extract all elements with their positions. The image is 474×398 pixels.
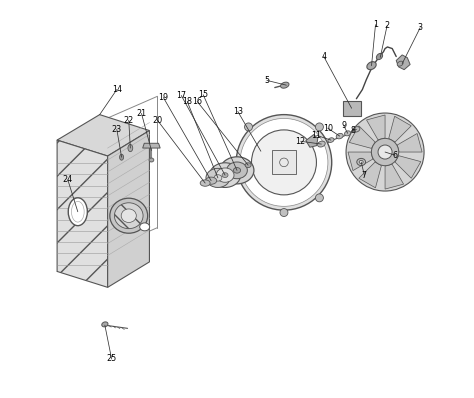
Polygon shape <box>108 131 149 287</box>
Ellipse shape <box>72 201 84 222</box>
Ellipse shape <box>216 168 234 182</box>
Ellipse shape <box>110 198 147 233</box>
Ellipse shape <box>222 173 228 178</box>
Circle shape <box>315 123 323 131</box>
Ellipse shape <box>318 141 325 147</box>
Circle shape <box>274 153 293 172</box>
Ellipse shape <box>114 203 143 228</box>
Text: 13: 13 <box>233 107 243 116</box>
Ellipse shape <box>102 322 108 327</box>
Ellipse shape <box>200 180 210 186</box>
Polygon shape <box>143 143 160 148</box>
Text: 3: 3 <box>418 23 423 32</box>
Text: 4: 4 <box>321 52 326 61</box>
Text: 10: 10 <box>323 124 333 133</box>
Text: 5: 5 <box>264 76 269 85</box>
Ellipse shape <box>119 154 124 160</box>
Ellipse shape <box>214 175 222 181</box>
Ellipse shape <box>68 198 87 226</box>
Polygon shape <box>396 55 410 70</box>
Ellipse shape <box>328 138 334 142</box>
Text: 17: 17 <box>176 91 186 100</box>
Text: 8: 8 <box>351 126 356 135</box>
Polygon shape <box>359 162 382 188</box>
Polygon shape <box>57 140 108 287</box>
Ellipse shape <box>245 163 251 168</box>
Ellipse shape <box>376 53 383 60</box>
Text: 21: 21 <box>137 109 146 118</box>
Ellipse shape <box>233 168 241 173</box>
Ellipse shape <box>359 160 363 164</box>
Ellipse shape <box>227 162 247 179</box>
Text: 9: 9 <box>341 121 346 130</box>
Polygon shape <box>57 115 149 156</box>
Circle shape <box>252 130 317 195</box>
Circle shape <box>346 113 424 191</box>
Ellipse shape <box>397 61 403 66</box>
Text: 22: 22 <box>124 116 134 125</box>
Polygon shape <box>389 116 411 142</box>
Text: 6: 6 <box>392 151 398 160</box>
Polygon shape <box>349 126 375 148</box>
Circle shape <box>372 139 399 166</box>
Text: 18: 18 <box>182 97 192 106</box>
Polygon shape <box>348 152 373 171</box>
Circle shape <box>236 115 332 210</box>
Ellipse shape <box>353 127 360 132</box>
Ellipse shape <box>345 131 351 136</box>
Circle shape <box>378 145 392 159</box>
Ellipse shape <box>128 144 133 152</box>
Circle shape <box>245 123 253 131</box>
Text: 16: 16 <box>192 97 202 106</box>
Ellipse shape <box>206 168 230 187</box>
Circle shape <box>280 158 288 167</box>
Polygon shape <box>306 135 318 147</box>
Bar <box>272 150 296 174</box>
Text: 15: 15 <box>198 90 208 99</box>
Circle shape <box>315 194 323 202</box>
Text: 19: 19 <box>158 93 168 102</box>
Text: 1: 1 <box>373 20 378 29</box>
Ellipse shape <box>210 163 241 187</box>
Text: 11: 11 <box>311 131 321 140</box>
Text: 23: 23 <box>112 125 122 134</box>
Text: 2: 2 <box>384 21 390 30</box>
Text: 25: 25 <box>107 355 117 363</box>
Text: 7: 7 <box>362 171 367 179</box>
Text: 12: 12 <box>296 137 306 146</box>
Ellipse shape <box>367 62 376 70</box>
Text: 24: 24 <box>63 176 73 184</box>
Circle shape <box>240 119 328 206</box>
Circle shape <box>280 209 288 217</box>
Ellipse shape <box>121 209 137 222</box>
Polygon shape <box>395 156 421 178</box>
Ellipse shape <box>357 158 365 166</box>
Polygon shape <box>343 101 361 116</box>
Ellipse shape <box>140 223 150 231</box>
Polygon shape <box>397 133 422 152</box>
Polygon shape <box>385 164 403 189</box>
Polygon shape <box>366 115 385 140</box>
Ellipse shape <box>281 82 289 88</box>
Ellipse shape <box>206 177 217 184</box>
Text: 14: 14 <box>112 85 122 94</box>
Ellipse shape <box>336 133 343 139</box>
Ellipse shape <box>149 158 154 162</box>
Text: 20: 20 <box>152 116 163 125</box>
Ellipse shape <box>220 157 254 184</box>
